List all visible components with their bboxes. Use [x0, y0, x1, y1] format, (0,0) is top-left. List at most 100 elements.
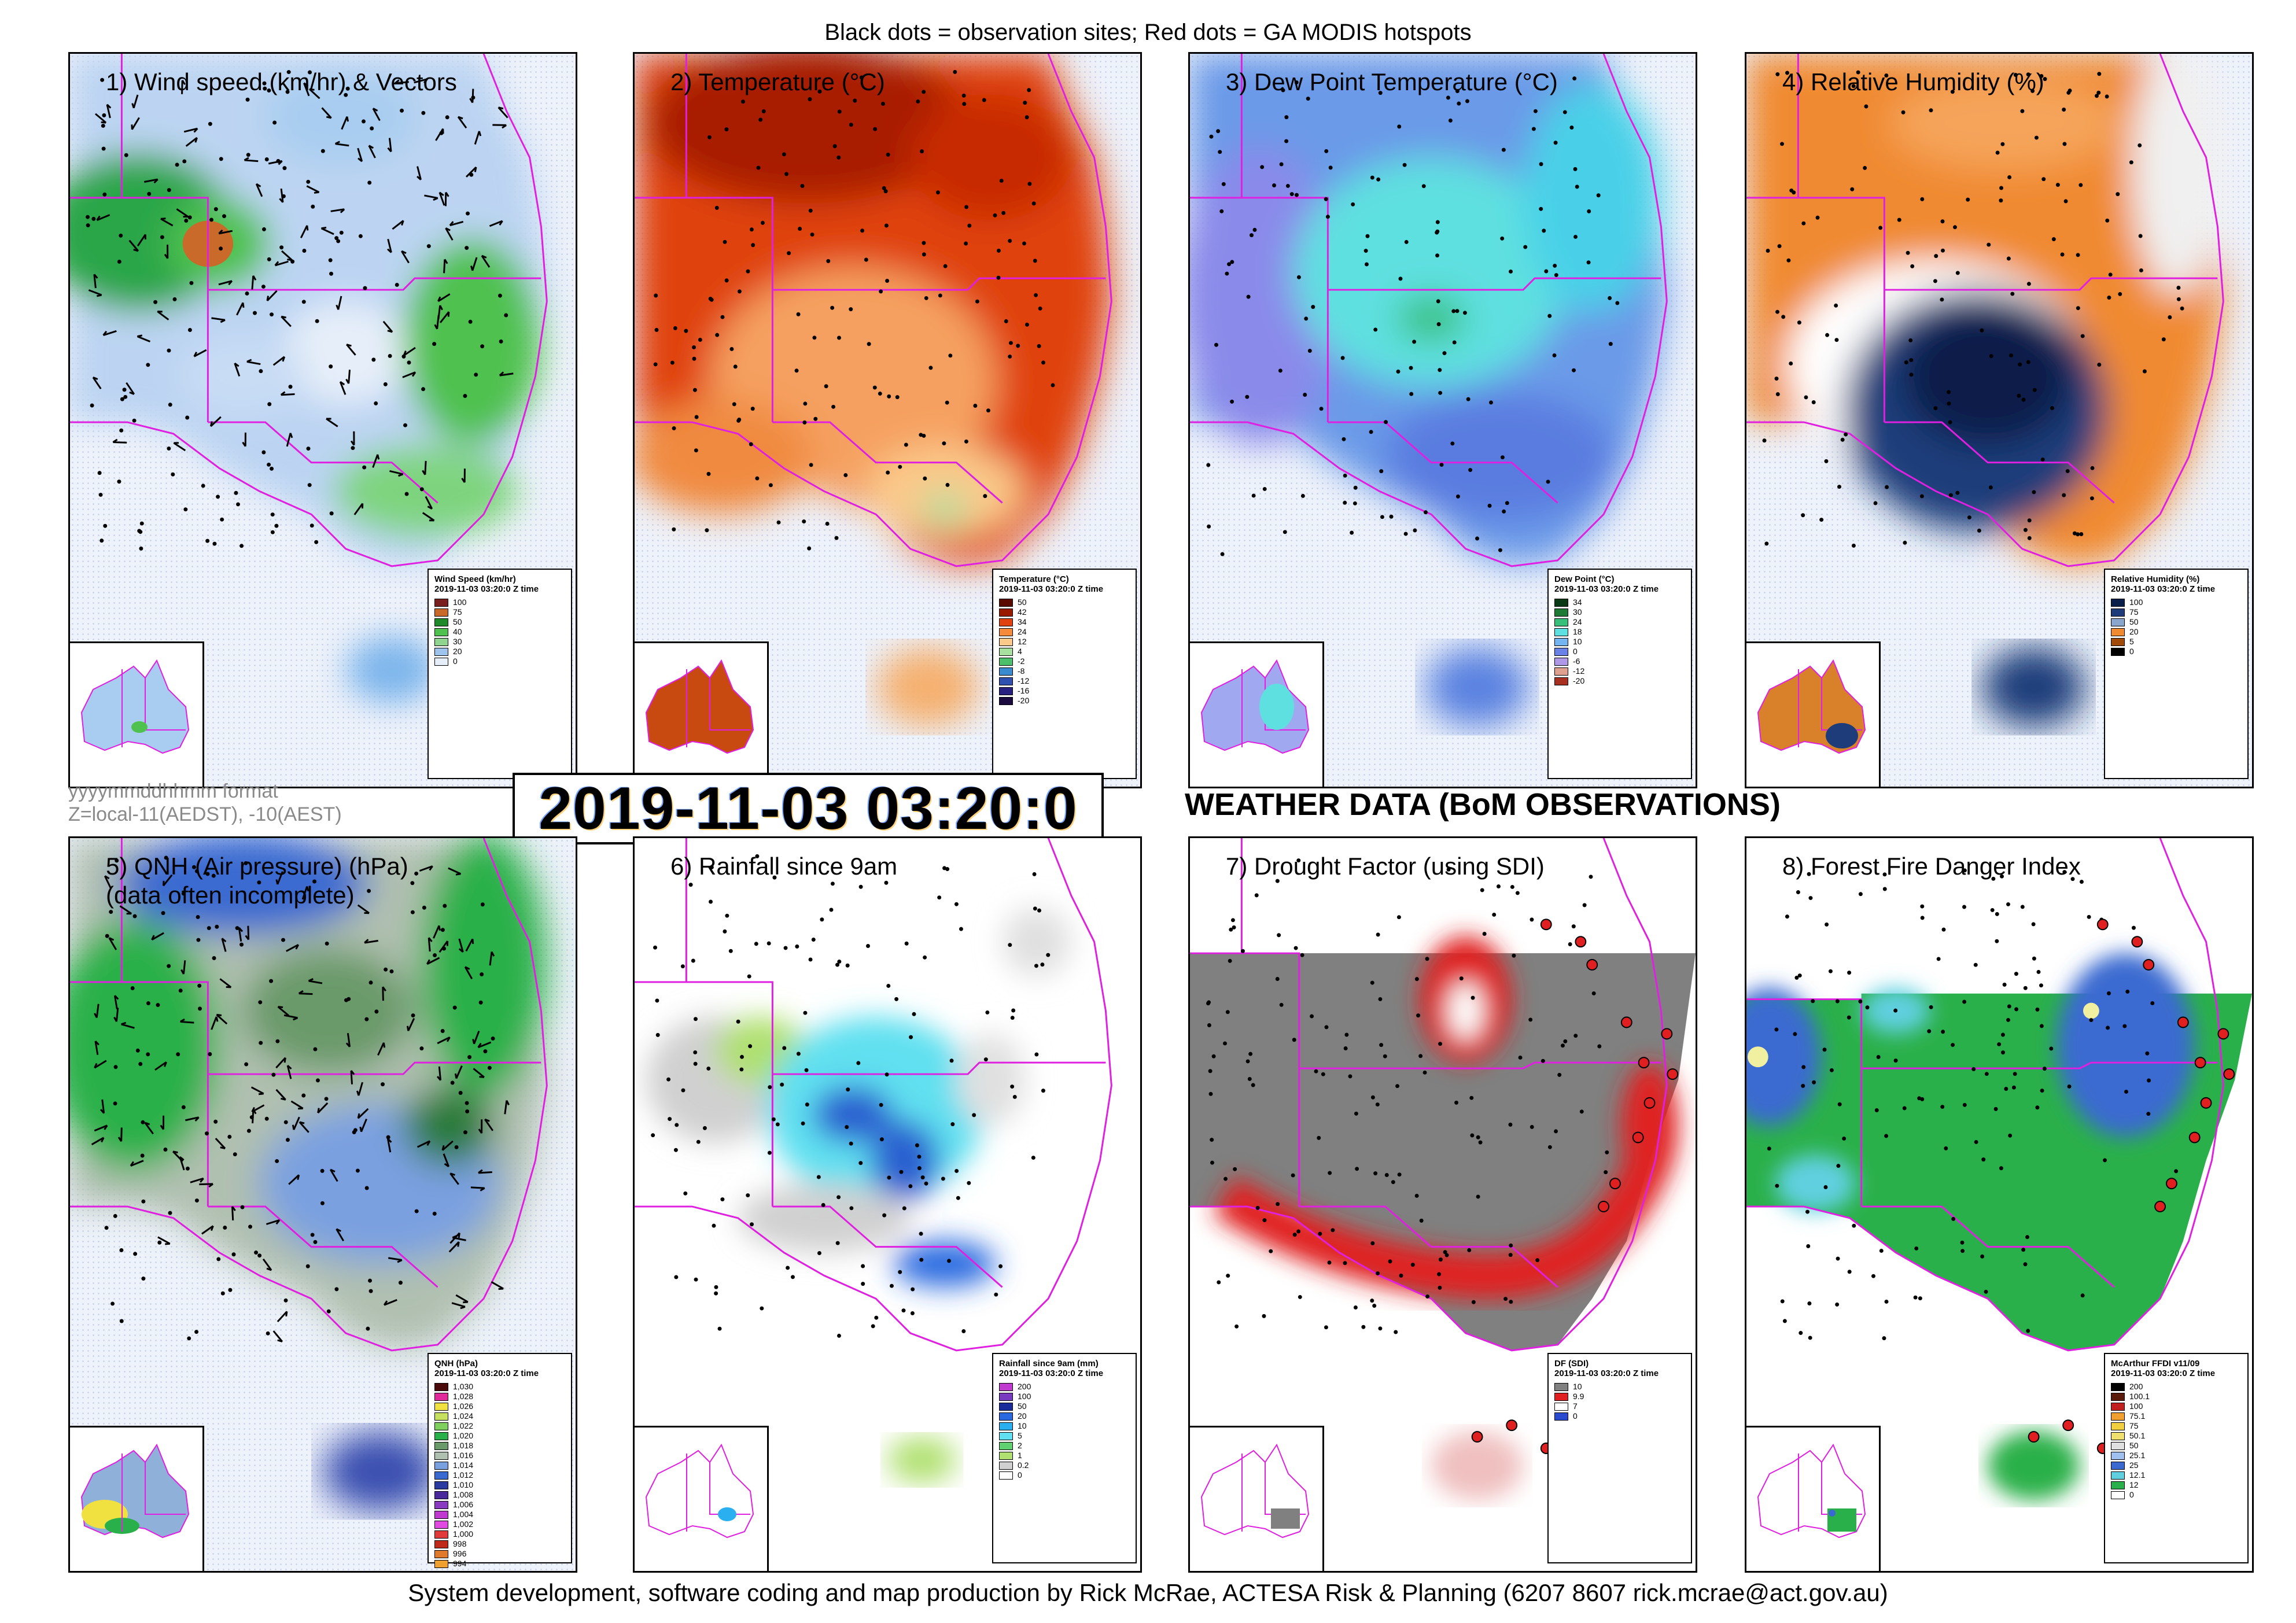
observation-site-dot [1399, 1273, 1403, 1278]
wind-vector-arrow [231, 1206, 236, 1220]
legend-swatch [434, 1422, 448, 1430]
observation-site-dot [1037, 908, 1041, 913]
observation-site-dot [1535, 1258, 1540, 1263]
legend-entry: 42 [999, 607, 1130, 617]
hotspot-dot [1609, 1178, 1621, 1190]
observation-site-dot [254, 1251, 259, 1255]
wind-vector-arrow [286, 1065, 292, 1079]
wind-vector-arrow [185, 1116, 200, 1122]
observation-site-dot [1475, 536, 1480, 541]
observation-sites [651, 854, 1051, 1338]
observation-site-dot [1292, 1233, 1297, 1237]
observation-site-dot [113, 1065, 118, 1069]
observation-site-dot [1808, 896, 1813, 901]
observation-site-dot [1024, 322, 1029, 327]
observation-site-dot [1999, 1166, 2003, 1171]
legend-label: -12 [1573, 666, 1585, 676]
observation-site-dot [86, 215, 90, 219]
observation-site-dot [267, 257, 271, 261]
legend-label: -8 [1018, 666, 1025, 676]
observation-site-dot [90, 403, 94, 408]
wind-vector-arrow [308, 88, 320, 99]
legend-swatch [434, 637, 448, 646]
wind-vector-arrow [281, 250, 293, 261]
legend-swatch [434, 598, 448, 607]
observation-site-dot [2142, 369, 2147, 374]
observation-site-dot [1206, 463, 1211, 467]
observation-site-dot [463, 394, 467, 399]
observation-site-dot [938, 293, 942, 298]
legend-swatch [2111, 1382, 2125, 1391]
observation-site-dot [223, 1225, 227, 1230]
observation-site-dot [1589, 875, 1593, 879]
observation-sites [1206, 858, 1609, 1334]
observation-site-dot [239, 544, 244, 548]
observation-site-dot [817, 89, 822, 94]
observation-site-dot [845, 1125, 849, 1130]
observation-site-dot [845, 963, 850, 968]
observation-site-dot [231, 1252, 236, 1257]
legend-label: -2 [1018, 656, 1025, 666]
observation-site-dot [694, 415, 699, 419]
observation-site-dot [1292, 1038, 1296, 1042]
panel-title: 7) Drought Factor (using SDI) [1226, 853, 1545, 880]
observation-site-dot [156, 1003, 160, 1008]
observation-site-dot [2040, 457, 2045, 462]
observation-site-dot [899, 1170, 904, 1174]
observation-site-dot [1348, 1074, 1352, 1079]
observation-site-dot [421, 110, 426, 115]
observation-site-dot [736, 1019, 740, 1024]
observation-site-dot [1294, 80, 1299, 84]
header-caption: Black dots = observation sites; Red dots… [824, 20, 1472, 45]
wind-vector-arrow [94, 1040, 99, 1055]
legend-entry: 50 [434, 617, 565, 627]
wind-vector-arrow [392, 220, 404, 230]
observation-sites [1206, 76, 1620, 556]
observation-site-dot [235, 926, 239, 931]
legend-entry: 50 [2111, 1441, 2242, 1451]
legend-swatch [1554, 677, 1568, 685]
observation-site-dot [2072, 531, 2077, 536]
observation-site-dot [1289, 192, 1294, 197]
observation-site-dot [2007, 175, 2012, 179]
observation-site-dot [187, 328, 192, 332]
observation-site-dot [168, 1211, 172, 1215]
observation-site-dot [732, 402, 736, 407]
wind-vector-arrow [143, 178, 159, 184]
observation-site-dot [917, 1154, 922, 1159]
observation-site-dot [2049, 1046, 2054, 1051]
observation-site-dot [880, 101, 885, 106]
legend-swatch [434, 1451, 448, 1460]
observation-site-dot [1914, 1246, 1919, 1251]
legend-entry: 0 [1554, 1411, 1685, 1421]
observation-site-dot [1518, 1055, 1523, 1060]
observation-site-dot [141, 1277, 146, 1281]
observation-site-dot [836, 155, 841, 160]
legend-entry: 0 [2111, 1490, 2242, 1500]
australia-outline [1200, 1443, 1310, 1539]
legend-swatch [434, 1471, 448, 1480]
observation-site-dot [1508, 1122, 1513, 1127]
observation-site-dot [352, 1130, 356, 1134]
legend-entry: 200 [2111, 1382, 2242, 1392]
observation-site-dot [1573, 1034, 1578, 1038]
legend-label: 50 [2129, 1441, 2139, 1450]
observation-site-dot [654, 293, 658, 298]
observation-site-dot [1995, 912, 1999, 916]
wind-speed-map [70, 54, 548, 704]
observation-site-dot [1211, 1054, 1216, 1058]
wind-vector-arrow [504, 1100, 510, 1115]
observation-site-dot [2076, 253, 2080, 257]
observation-site-dot [257, 1253, 262, 1258]
legend-swatch [434, 1481, 448, 1489]
observation-site-dot [1354, 1111, 1358, 1116]
observation-site-dot [942, 441, 946, 446]
observation-site-dot [2030, 88, 2035, 93]
observation-site-dot [1962, 999, 1967, 1004]
observation-site-dot [1282, 530, 1287, 534]
observation-site-dot [861, 1282, 865, 1286]
observation-site-dot [281, 938, 285, 942]
observation-site-dot [1355, 1167, 1359, 1171]
observation-site-dot [194, 1330, 199, 1334]
legend-entry: 1,008 [434, 1490, 565, 1500]
